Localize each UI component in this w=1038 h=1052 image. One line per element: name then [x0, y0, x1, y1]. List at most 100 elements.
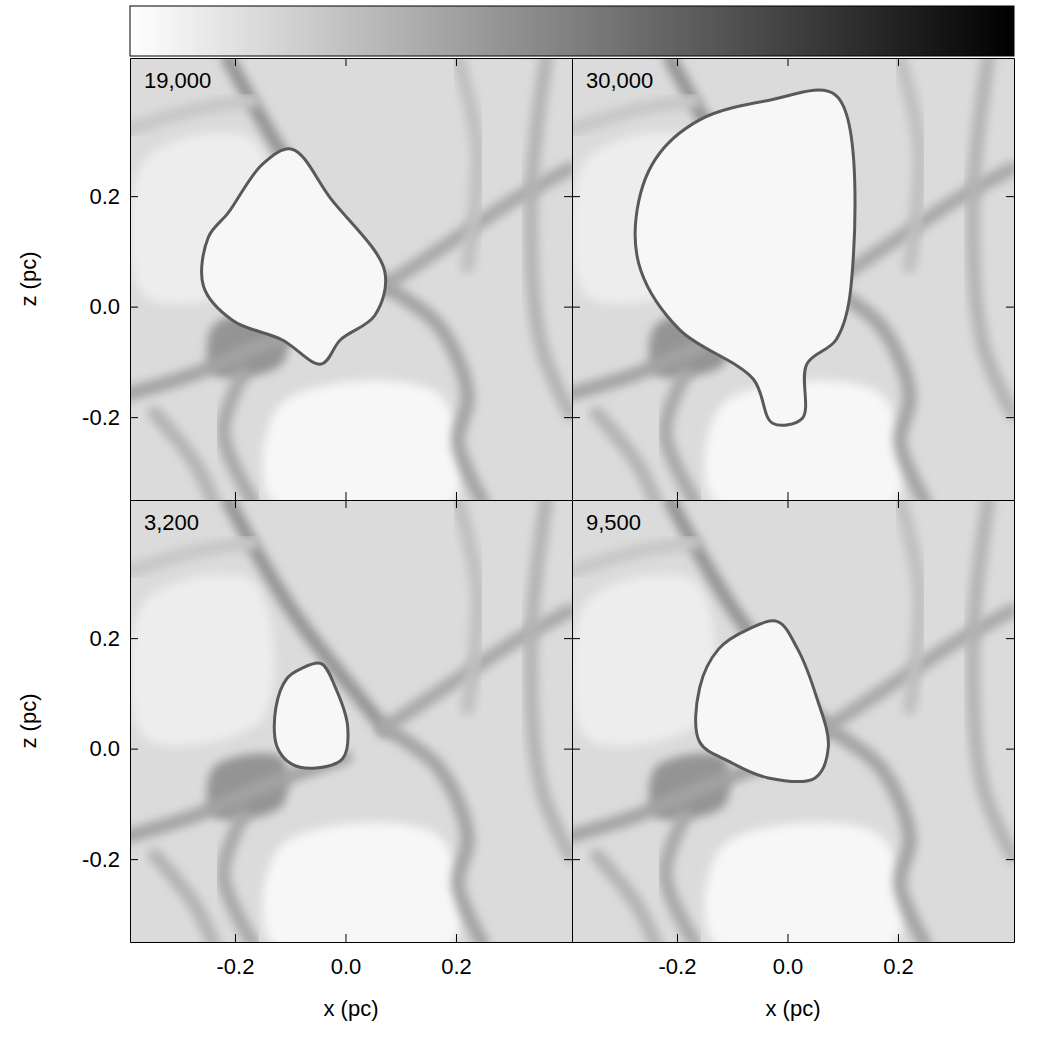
filament: [155, 413, 214, 500]
tick: [1006, 749, 1014, 750]
tick: [572, 417, 580, 418]
tick-mark: [130, 749, 138, 750]
tick-mark: [130, 417, 138, 418]
x-axis-title: x (pc): [766, 996, 821, 1021]
axis-line: [131, 500, 573, 501]
tick-label: -0.2: [82, 405, 120, 430]
tick-mark: [572, 307, 580, 308]
tick-mark: [572, 196, 580, 197]
tick-label: 0.2: [441, 954, 472, 979]
x-axis: -0.20.00.2: [573, 934, 1015, 979]
tick: [456, 500, 457, 508]
tick: [564, 307, 572, 308]
tick-mark: [787, 492, 788, 500]
filament: [130, 543, 253, 572]
plot-area: [130, 500, 572, 942]
tick: [564, 638, 572, 639]
tick: [345, 492, 346, 500]
tick-mark: [130, 196, 138, 197]
filament: [531, 501, 570, 855]
tick-mark: [677, 500, 678, 508]
tick: -0.2: [82, 847, 138, 872]
tick-label: -0.2: [82, 847, 120, 872]
tick-mark: [898, 500, 899, 508]
filament: [223, 816, 252, 942]
axis-line: [131, 58, 573, 59]
tick-mark: [130, 859, 138, 860]
plot-area: [130, 58, 572, 500]
panel-label: 30,000: [586, 68, 653, 93]
tick-mark: [572, 749, 580, 750]
bubble: [274, 663, 348, 768]
tick: [572, 749, 580, 750]
figure: -0.20.00.219,000z (pc)30,000-0.20.00.2-0…: [0, 0, 1038, 1052]
tick: [564, 749, 572, 750]
tick: [787, 58, 788, 66]
tick: 0.0: [89, 736, 138, 761]
y-axis: [572, 501, 580, 943]
tick-mark: [572, 859, 580, 860]
density-patch: [704, 823, 904, 942]
panel: -0.20.00.2-0.20.00.23,200: [82, 500, 572, 979]
y-axis-right: [1006, 59, 1015, 501]
tick: [235, 58, 236, 66]
tick: [345, 58, 346, 66]
y-axis: -0.2 0.0 0.2: [82, 501, 138, 943]
tick: [1006, 417, 1014, 418]
tick-mark: [1006, 307, 1014, 308]
tick: [1006, 859, 1014, 860]
tick-label: 0.0: [89, 294, 120, 319]
filament: [900, 501, 920, 708]
tick: 0.2: [89, 626, 138, 651]
filament: [572, 101, 695, 130]
y-axis-right: [1006, 501, 1015, 943]
x-axis-top: [131, 500, 573, 508]
tick-mark: [564, 749, 572, 750]
tick-mark: [1006, 638, 1014, 639]
tick: 0.0: [773, 934, 804, 979]
tick-mark: [1006, 196, 1014, 197]
axis-line: [573, 942, 1015, 943]
filament: [458, 501, 478, 708]
tick-mark: [1006, 859, 1014, 860]
tick: [235, 500, 236, 508]
axis-line: [572, 501, 573, 943]
tick-label: -0.2: [659, 954, 697, 979]
tick-mark: [456, 500, 457, 508]
tick-mark: [1006, 749, 1014, 750]
tick: 0.2: [441, 934, 472, 979]
tick: -0.2: [659, 934, 697, 979]
tick-mark: [564, 638, 572, 639]
panel-label: 9,500: [586, 510, 641, 535]
tick-mark: [898, 58, 899, 66]
tick: [456, 492, 457, 500]
tick: [1006, 307, 1014, 308]
axis-line: [131, 942, 573, 943]
x-axis: [573, 492, 1015, 501]
axis-line: [573, 500, 1015, 501]
tick-mark: [456, 58, 457, 66]
filament: [531, 59, 570, 413]
tick-label: -0.2: [217, 954, 255, 979]
tick: [898, 58, 899, 66]
filament: [130, 101, 253, 130]
tick-mark: [235, 492, 236, 500]
tick-mark: [130, 638, 138, 639]
y-axis: -0.20.00.2: [82, 59, 138, 501]
tick-label: 0.2: [89, 626, 120, 651]
x-axis: [131, 492, 573, 501]
tick-mark: [787, 934, 788, 942]
tick-mark: [564, 196, 572, 197]
tick: [898, 492, 899, 500]
plot-area: [572, 58, 1014, 500]
y-axis-title: z (pc): [16, 694, 41, 749]
tick-label: 0.0: [89, 736, 120, 761]
panel: -0.20.00.29,500: [570, 500, 1014, 979]
tick-mark: [1006, 417, 1014, 418]
x-axis-title: x (pc): [324, 996, 379, 1021]
tick: [898, 500, 899, 508]
bubble: [696, 621, 829, 782]
tick-mark: [345, 58, 346, 66]
axis-line: [1014, 59, 1015, 501]
tick-mark: [898, 934, 899, 942]
